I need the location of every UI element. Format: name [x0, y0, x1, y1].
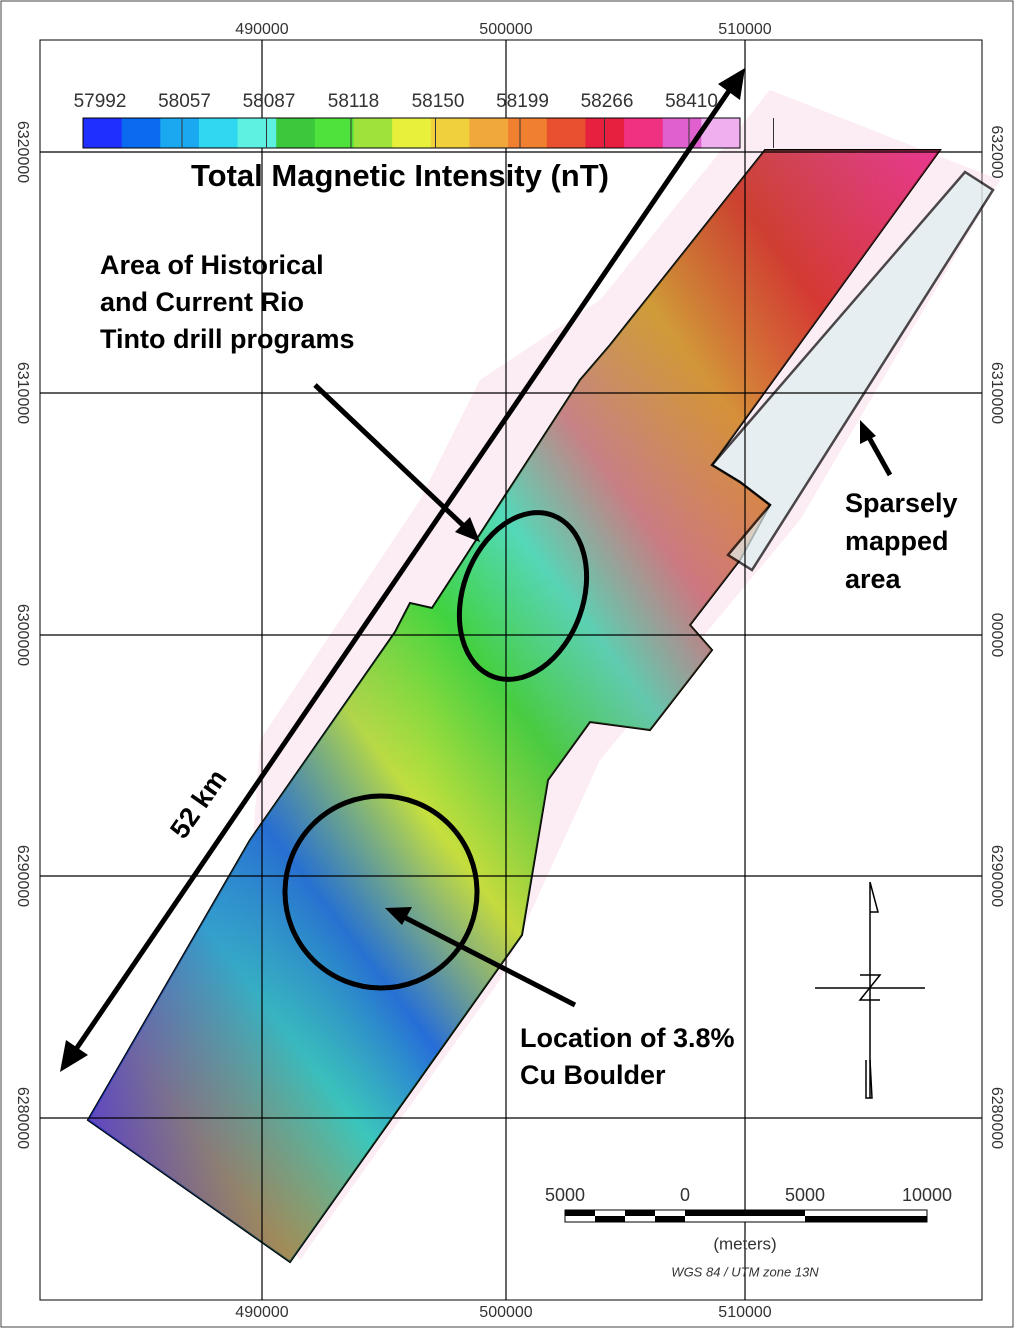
colorbar-cell	[276, 118, 316, 148]
survey-texture	[88, 150, 940, 1262]
colorbar-cell	[508, 118, 548, 148]
left-label: 6290000	[14, 845, 31, 907]
legend-value: 58150	[412, 91, 465, 112]
colorbar-cell	[469, 118, 509, 148]
legend-value: 58199	[496, 91, 549, 112]
north-arrow	[815, 881, 925, 1099]
right-label: 6310000	[988, 362, 1005, 424]
colorbar-cell	[624, 118, 664, 148]
bottom-label: 490000	[235, 1304, 288, 1321]
legend-value: 57992	[74, 91, 127, 112]
bottom-label: 500000	[479, 1304, 532, 1321]
colorbar: 57992 58057 58087 58118 58150 58199 58266 58410	[74, 91, 774, 149]
legend-value: 58118	[328, 91, 379, 112]
colorbar-cell	[198, 118, 239, 148]
scale-unit: (meters)	[713, 1234, 776, 1253]
annotation-line: Location of 3.8%	[520, 1023, 735, 1053]
colorbar-cell	[392, 118, 432, 148]
top-label: 510000	[718, 21, 771, 38]
legend-value: 58087	[243, 91, 296, 112]
colorbar-cell	[160, 118, 200, 148]
scale-label: 5000	[545, 1185, 585, 1205]
left-label: 6320000	[14, 121, 31, 183]
annotation-line: Area of Historical	[100, 250, 324, 280]
scale-label: 10000	[902, 1185, 952, 1205]
annotations: Area of Historical and Current Rio Tinto d…	[100, 250, 958, 1090]
colorbar-border	[82, 117, 741, 149]
right-label: 6290000	[988, 845, 1005, 907]
legend-title: Total Magnetic Intensity (nT)	[191, 158, 609, 193]
legend-value: 58266	[581, 91, 634, 112]
colorbar-cell	[314, 118, 355, 148]
right-label: 6280000	[988, 1087, 1005, 1149]
grid	[40, 40, 982, 1300]
annotation-line: Sparsely	[845, 488, 958, 518]
left-label: 6280000	[14, 1087, 31, 1149]
annotation-line: Tinto drill programs	[100, 324, 355, 354]
arrowheads	[60, 68, 876, 1072]
colorbar-cell	[353, 118, 393, 148]
colorbar-cell	[546, 118, 586, 148]
projection: WGS 84 / UTM zone 13N	[671, 1264, 819, 1279]
annotation-line: mapped	[845, 526, 949, 556]
bottom-label: 510000	[718, 1304, 771, 1321]
annotation-shapes	[67, 80, 893, 1060]
colorbar-cell	[121, 118, 161, 148]
annotation-line: area	[845, 564, 902, 594]
annotation-line: and Current Rio	[100, 287, 304, 317]
right-label: 00000	[988, 613, 1005, 658]
scale-label: 0	[680, 1185, 690, 1205]
left-label: 6300000	[14, 604, 31, 666]
annotation-line: Cu Boulder	[520, 1060, 666, 1090]
legend-value: 58410	[665, 91, 718, 112]
top-label: 490000	[235, 21, 288, 38]
colorbar-cell	[237, 118, 277, 148]
scale-labels: 5000 0 5000 10000	[545, 1185, 952, 1205]
scale-bar	[564, 1209, 928, 1223]
top-label: 500000	[479, 21, 532, 38]
colorbar-cell	[430, 118, 470, 148]
legend-value: 58057	[158, 91, 211, 112]
colorbar-cell	[83, 118, 123, 148]
scale-label: 5000	[785, 1185, 825, 1205]
right-label: 632000	[988, 125, 1005, 178]
left-label: 6310000	[14, 362, 31, 424]
